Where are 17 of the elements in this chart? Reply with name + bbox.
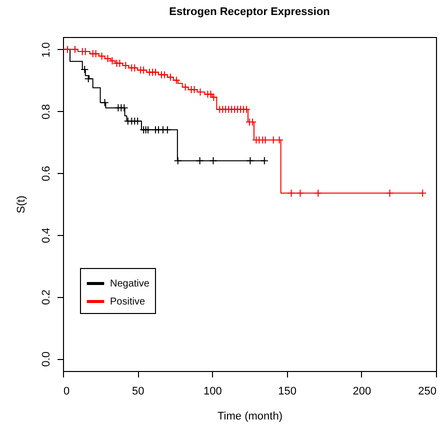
- x-tick-label: 0: [64, 386, 70, 398]
- chart-title: Estrogen Receptor Expression: [169, 6, 330, 18]
- x-tick-label: 250: [418, 386, 436, 398]
- x-tick-label: 200: [352, 386, 372, 398]
- x-tick-label: 150: [278, 386, 296, 398]
- x-tick-label: 50: [132, 386, 144, 398]
- x-tick-label: 100: [204, 386, 222, 398]
- legend-label: Negative: [110, 278, 150, 290]
- y-tick-label: 0.6: [40, 166, 52, 182]
- legend-label: Positive: [110, 296, 146, 308]
- y-tick-label: 1.0: [40, 42, 52, 58]
- y-axis-title: S(t): [16, 196, 28, 214]
- x-axis-title: Time (month): [218, 410, 282, 422]
- y-tick-label: 0.8: [40, 104, 52, 120]
- y-tick-label: 0.0: [40, 351, 52, 367]
- y-tick-label: 0.2: [40, 290, 52, 305]
- y-tick-label: 0.4: [40, 228, 52, 244]
